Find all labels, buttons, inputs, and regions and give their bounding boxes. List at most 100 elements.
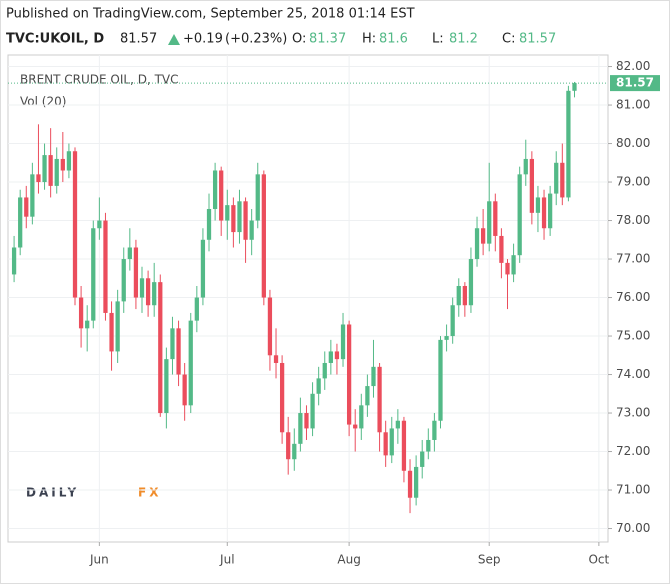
candle-body bbox=[212, 170, 218, 209]
y-tick-label: 74.00 bbox=[616, 367, 650, 381]
x-tick-label: Aug bbox=[337, 553, 360, 567]
candle-body bbox=[572, 83, 577, 91]
candle-body bbox=[298, 413, 303, 444]
candle-body bbox=[164, 359, 169, 414]
candle-body bbox=[322, 362, 327, 379]
candle-body bbox=[200, 239, 206, 298]
candle-body bbox=[267, 297, 273, 356]
plot-frame bbox=[7, 54, 609, 543]
y-tick-label: 81.00 bbox=[616, 98, 650, 112]
y-tick-label: 75.00 bbox=[616, 329, 650, 343]
candle-body bbox=[273, 355, 279, 363]
candle-body bbox=[188, 320, 193, 406]
candle-body bbox=[346, 324, 352, 425]
candle-body bbox=[377, 366, 382, 433]
ohlc-label: O: bbox=[292, 32, 306, 47]
y-tick-label: 80.00 bbox=[616, 136, 650, 150]
candle-body bbox=[66, 151, 72, 171]
ohlc-value: 81.37 bbox=[309, 32, 346, 47]
candle-body bbox=[48, 155, 53, 186]
y-tick-label: 82.00 bbox=[616, 59, 650, 73]
candle-body bbox=[292, 443, 297, 460]
ohlc-label: L: bbox=[432, 32, 444, 47]
symbol: TVC:UKOIL, D bbox=[6, 32, 104, 47]
candle-body bbox=[42, 155, 47, 183]
candle-body bbox=[36, 174, 41, 183]
candle-body bbox=[304, 413, 309, 429]
candle-body bbox=[152, 282, 157, 306]
ohlc: O: 81.37 H: 81.6 L: 81.2 C: 81.57 bbox=[292, 32, 556, 47]
candle-body bbox=[493, 201, 498, 236]
candle-body bbox=[261, 174, 266, 298]
candle-body bbox=[401, 420, 407, 471]
candle-body bbox=[237, 201, 242, 233]
candle-body bbox=[426, 439, 431, 452]
candle-body bbox=[225, 205, 230, 221]
candle-body bbox=[127, 247, 132, 260]
ohlc-label: C: bbox=[502, 32, 515, 47]
candle-body bbox=[365, 386, 370, 406]
candle-body bbox=[158, 282, 163, 414]
ohlc-label: H: bbox=[362, 32, 376, 47]
candle-body bbox=[60, 158, 65, 171]
watermark-fx: FX bbox=[138, 486, 161, 500]
candle-body bbox=[353, 424, 358, 429]
candle-body bbox=[54, 158, 59, 186]
x-tick-label: Jul bbox=[219, 553, 234, 567]
candle-body bbox=[438, 339, 443, 421]
candle-body bbox=[359, 405, 364, 429]
candle-body bbox=[340, 324, 346, 360]
candle-body bbox=[91, 228, 96, 321]
candle-body bbox=[139, 278, 145, 298]
candle-body bbox=[334, 351, 340, 360]
y-tick-label: 70.00 bbox=[616, 521, 650, 535]
candle-body bbox=[103, 220, 108, 313]
subtitle: Vol (20) bbox=[20, 95, 66, 109]
candle-body bbox=[328, 351, 333, 363]
candle-body bbox=[176, 328, 181, 375]
candle-body bbox=[383, 432, 388, 456]
candle-body bbox=[541, 197, 547, 229]
y-tick-label: 78.00 bbox=[616, 213, 650, 227]
y-tick-label: 73.00 bbox=[616, 406, 650, 420]
candle-body bbox=[560, 162, 565, 198]
candle-body bbox=[219, 170, 224, 221]
candle-body bbox=[462, 285, 467, 306]
ohlc-value: 81.6 bbox=[379, 32, 408, 47]
candle-body bbox=[78, 297, 84, 329]
candle-body bbox=[487, 201, 492, 244]
candle-body bbox=[133, 247, 139, 298]
y-tick-label: 72.00 bbox=[616, 444, 650, 458]
x-tick-label: Sep bbox=[478, 553, 501, 567]
candle-body bbox=[97, 220, 102, 229]
candle-body bbox=[115, 301, 120, 352]
candle-body bbox=[499, 235, 504, 263]
candle-body bbox=[444, 336, 449, 340]
candle-body bbox=[286, 432, 291, 460]
ohlc-value: 81.57 bbox=[519, 32, 556, 47]
candle-body bbox=[194, 297, 199, 321]
candle-body bbox=[517, 174, 522, 256]
candle-body bbox=[395, 420, 400, 429]
candle-body bbox=[145, 278, 151, 306]
candle-body bbox=[371, 366, 376, 387]
candle-body bbox=[206, 208, 212, 240]
up-arrow bbox=[168, 34, 180, 45]
candle-body bbox=[505, 262, 510, 275]
candle-body bbox=[413, 466, 419, 498]
candle-body bbox=[30, 174, 35, 217]
candle-body bbox=[389, 428, 394, 456]
published: Published on TradingView.com, September … bbox=[6, 7, 415, 22]
candle-body bbox=[529, 158, 534, 213]
candle-body bbox=[566, 90, 571, 198]
change: +0.19 bbox=[183, 32, 223, 47]
candle-body bbox=[456, 285, 461, 306]
candle-body bbox=[18, 197, 23, 248]
x-tick-label: Jun bbox=[89, 553, 109, 567]
candle-body bbox=[279, 362, 285, 433]
candle-body bbox=[310, 393, 315, 429]
candle-body bbox=[121, 259, 126, 302]
